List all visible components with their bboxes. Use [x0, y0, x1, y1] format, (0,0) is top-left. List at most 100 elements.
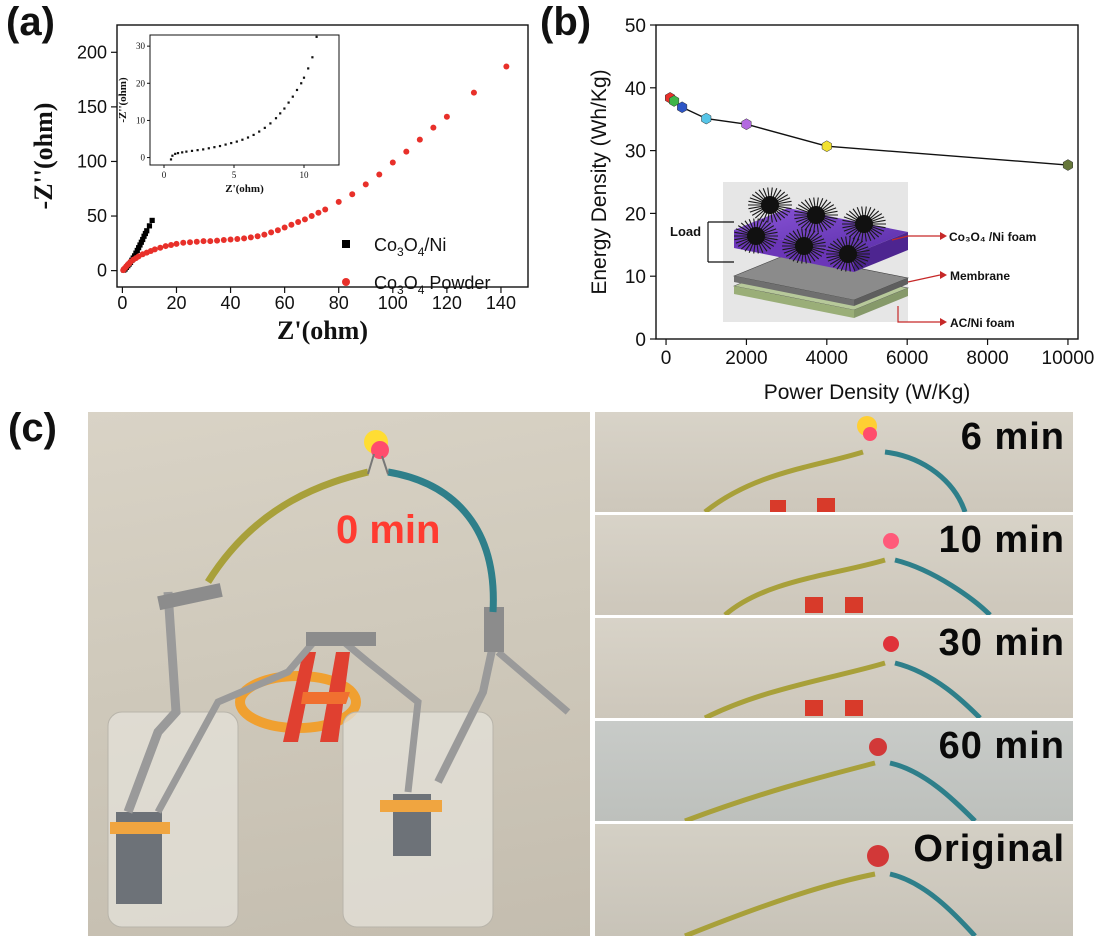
data-point-co3o4-powder — [268, 229, 275, 236]
circuit-drawing — [107, 430, 571, 928]
y-tick-label-a: 100 — [77, 151, 107, 171]
data-point-co3o4-powder — [295, 219, 302, 226]
inset-data-point — [230, 141, 233, 145]
data-point-co3o4-powder — [254, 233, 261, 240]
data-point-co3o4-powder — [288, 221, 295, 228]
data-point-co3o4-powder — [220, 237, 227, 244]
ragone-line — [669, 97, 1069, 166]
x-tick-label-a: 120 — [432, 293, 462, 313]
inset-data-point — [302, 76, 306, 79]
panel-label-b: (b) — [540, 0, 592, 44]
y-tick-label-a: 50 — [87, 206, 107, 226]
urchin-core — [807, 206, 825, 224]
x-tick-label-b: 2000 — [725, 348, 767, 369]
x-tick-label-a: 0 — [117, 293, 127, 313]
y-axis-title-b: Energy Density (Wh/Kg) — [588, 69, 611, 294]
urchin-core — [839, 245, 857, 263]
inset-data-point — [279, 112, 282, 115]
data-point-co3o4-powder — [157, 244, 164, 251]
data-point-co3o4-powder — [430, 124, 437, 131]
inset-x-axis-title: Z'(ohm) — [225, 183, 264, 195]
x-tick-label-a: 60 — [275, 293, 295, 313]
data-point-co3o4-ni — [133, 250, 139, 256]
data-point-ragone — [1062, 159, 1073, 171]
inset-y-tick-label: 0 — [141, 153, 146, 163]
led-demo-photo-main: 0 min — [88, 412, 590, 936]
device-schematic: Load Co₃O₄ /Ni foam Membrane AC/Ni foam — [670, 182, 1036, 330]
data-point-ragone — [669, 95, 680, 107]
inset-data-point — [315, 35, 318, 38]
data-point-co3o4-powder — [173, 240, 180, 247]
data-point-co3o4-powder — [214, 237, 221, 244]
data-point-co3o4-ni — [134, 247, 140, 254]
data-point-co3o4-powder — [389, 159, 396, 166]
data-point-co3o4-ni — [144, 228, 150, 234]
y-tick-label-a: 0 — [97, 261, 107, 281]
data-point-co3o4-powder — [281, 224, 288, 231]
data-point-co3o4-powder — [261, 231, 268, 238]
inset-data-point — [283, 107, 286, 110]
y-tick-label-b: 40 — [625, 79, 646, 100]
x-tick-label-b: 8000 — [966, 348, 1008, 369]
inset-data-point — [291, 95, 294, 98]
inset-data-point — [213, 146, 216, 149]
inset-data-point — [263, 126, 266, 129]
led-photo-strip-60min: 60 min — [595, 721, 1073, 821]
inset-y-tick-label: 20 — [136, 78, 146, 88]
inset-data-point — [174, 152, 177, 155]
data-point-co3o4-powder — [443, 113, 450, 120]
data-point-co3o4-powder — [362, 181, 369, 188]
data-point-co3o4-powder — [234, 235, 241, 242]
time-label-original: Original — [913, 828, 1065, 870]
inset-data-point — [202, 148, 205, 151]
inset-data-point — [258, 130, 261, 133]
data-point-ragone — [741, 118, 752, 131]
data-point-ragone — [677, 101, 688, 114]
data-point-co3o4-powder — [322, 206, 329, 213]
x-tick-label-a: 80 — [329, 293, 349, 313]
x-tick-label-a: 100 — [378, 293, 408, 313]
inset-y-tick-label: 10 — [136, 115, 146, 125]
inset-x-tick-label: 0 — [162, 170, 167, 180]
time-label-6min: 6 min — [960, 416, 1065, 458]
data-point-co3o4-powder — [200, 238, 207, 245]
inset-data-point — [176, 152, 180, 155]
x-tick-label-b: 4000 — [806, 348, 848, 369]
time-label-main: 0 min — [336, 508, 441, 552]
x-tick-label-a: 40 — [221, 293, 241, 313]
inset-data-point — [274, 117, 278, 120]
data-point-co3o4-powder — [416, 136, 423, 143]
logo-mark — [235, 652, 361, 742]
y-tick-label-a: 200 — [77, 42, 107, 62]
data-point-co3o4-powder — [315, 209, 322, 216]
inset-y-axis-title: -Z''(ohm) — [117, 77, 129, 123]
legend-marker-co3o4-powder — [342, 278, 350, 286]
legend-label-co3o4-ni: Co3O4/Ni — [374, 235, 446, 259]
plot-frame-b — [655, 24, 1079, 340]
y-tick-label-b: 20 — [625, 204, 646, 225]
urchin-core — [795, 237, 813, 255]
inset-data-point — [252, 133, 255, 137]
plot-frame-a — [116, 24, 529, 288]
y-tick-label-b: 0 — [635, 330, 646, 351]
data-point-co3o4-powder — [227, 236, 234, 243]
legend-label-co3o4-powder: Co3O4 Powder — [374, 273, 490, 297]
data-point-co3o4-powder — [403, 148, 410, 155]
nyquist-chart: 0 20 40 60 80 100 120 140050100150200Z'(ohm)-Z'… — [29, 24, 529, 345]
schematic-label-co3o4: Co₃O₄ /Ni foam — [949, 230, 1036, 244]
data-point-co3o4-powder — [187, 239, 194, 246]
inset-data-point — [307, 67, 310, 70]
data-point-co3o4-powder — [308, 213, 315, 220]
panel-label-a: (a) — [6, 0, 55, 44]
inset-data-point — [241, 138, 244, 141]
data-point-co3o4-ni — [136, 245, 142, 251]
time-label-30min: 30 min — [938, 622, 1065, 664]
inset-data-point — [171, 154, 174, 157]
x-tick-label-b: 10000 — [1042, 348, 1095, 369]
schematic-label-load: Load — [670, 224, 701, 239]
data-point-co3o4-ni — [142, 230, 148, 237]
inset-data-point — [185, 150, 188, 153]
schematic-label-ac: AC/Ni foam — [950, 316, 1015, 330]
data-point-co3o4-powder — [241, 235, 248, 242]
inset-data-point — [269, 122, 272, 125]
